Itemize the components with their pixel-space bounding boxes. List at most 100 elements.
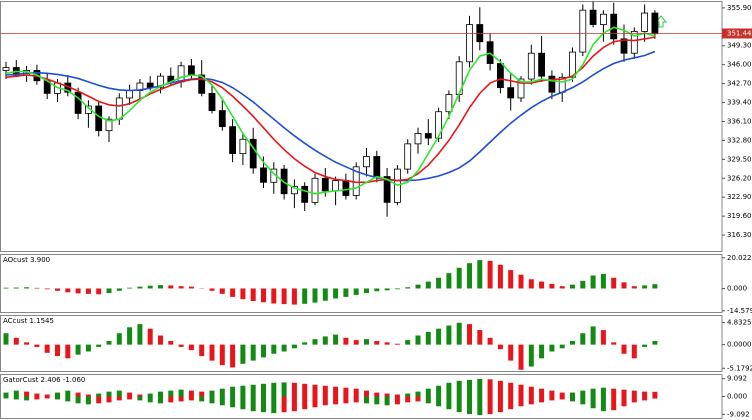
y-tick-label: 339.40 (727, 99, 752, 107)
gator-bar (642, 396, 648, 401)
gator-bar (250, 396, 256, 412)
gator-bar (271, 396, 277, 414)
y-tick-label: -5.1792 (727, 364, 752, 372)
histogram-bar (240, 344, 246, 364)
gator-bar (178, 389, 184, 397)
gator-bar (477, 378, 483, 397)
gator-bar (240, 396, 246, 410)
gator-bar (467, 396, 472, 415)
gator-bar (261, 396, 266, 413)
gator-bar (446, 382, 452, 397)
histogram-bar (168, 340, 174, 345)
histogram-bar (467, 324, 472, 345)
histogram-bar (436, 328, 442, 345)
gator-bar (394, 394, 400, 397)
gator-bar (188, 396, 194, 401)
candle-body (218, 110, 226, 128)
candle-body (2, 67, 10, 71)
gator-bar (3, 392, 9, 397)
candle-body (517, 78, 525, 99)
gator-bar (425, 396, 431, 404)
gator-bar (230, 396, 236, 408)
price-label: 351.44 (727, 29, 752, 37)
histogram-bar (96, 344, 102, 347)
gator-bar (508, 396, 514, 410)
gator-bar (343, 387, 349, 397)
histogram-bar (436, 277, 442, 289)
histogram-bar (580, 280, 586, 289)
histogram-bar (425, 281, 431, 289)
gator-bar (312, 384, 318, 397)
histogram-bar (34, 287, 40, 289)
histogram-bar (261, 288, 266, 303)
gator-bar (209, 390, 215, 397)
gator-bar (302, 396, 308, 410)
gator-bar (271, 382, 277, 397)
histogram-bar (343, 337, 349, 345)
candle-body (95, 105, 103, 132)
candle-body (363, 156, 370, 168)
histogram-bar (127, 327, 133, 345)
histogram-bar (158, 285, 163, 289)
gator-bar (34, 396, 40, 400)
gator-bar (518, 396, 524, 407)
candle-body (311, 177, 319, 203)
gator-bar (436, 396, 442, 407)
histogram-bar (3, 333, 9, 345)
histogram-bar (188, 344, 194, 351)
candle-body (404, 143, 412, 170)
candle-body (332, 180, 340, 192)
gator-bar (24, 391, 30, 397)
histogram-bar (302, 342, 308, 345)
gator-bar (168, 396, 174, 403)
histogram-bar (178, 344, 184, 347)
y-tick-label: 342.70 (727, 80, 752, 88)
gator-bar (34, 393, 40, 397)
gator-bar (116, 390, 122, 397)
gator-bar (75, 392, 81, 397)
y-tick-label: 319.60 (727, 212, 752, 220)
y-tick-label: 332.80 (727, 136, 752, 144)
candle-body (600, 13, 607, 25)
histogram-bar (322, 288, 328, 301)
price-label-box (722, 28, 752, 39)
histogram-bar (621, 344, 627, 354)
gator-bar (13, 396, 19, 400)
gator-bar (312, 396, 318, 408)
y-tick-label: -14.579 (727, 307, 752, 315)
candle-body (548, 75, 556, 93)
y-tick-label: 326.20 (727, 174, 752, 182)
y-tick-label: 20.022 (727, 254, 752, 262)
gator-bar (364, 390, 369, 397)
candle-body (342, 180, 350, 196)
candle-body (208, 92, 216, 111)
histogram-bar (85, 344, 91, 352)
gator-bar (590, 396, 596, 409)
pane-frame (0, 1, 723, 252)
y-tick-label: 9.092 (727, 375, 747, 383)
histogram-bar (65, 344, 71, 359)
gator-bar (528, 396, 534, 405)
gator-bar (137, 394, 143, 397)
gator-bar (127, 396, 133, 400)
histogram-bar (312, 288, 318, 303)
histogram-bar (13, 337, 19, 345)
candle-body (620, 38, 628, 54)
histogram-bar (405, 340, 411, 345)
candle-body (373, 156, 381, 177)
moving-average (5, 50, 656, 182)
gator-bar (147, 396, 153, 403)
candle-body (569, 51, 576, 78)
gator-bar (559, 396, 565, 400)
gator-bar (281, 396, 287, 413)
gator-bar (199, 391, 205, 397)
candle-body (630, 31, 638, 54)
histogram-bar (364, 288, 369, 294)
histogram-bar (188, 286, 194, 289)
candle-body (301, 185, 309, 203)
gator-bar (415, 391, 421, 397)
histogram-bar (250, 288, 256, 302)
candle-body (177, 65, 185, 83)
